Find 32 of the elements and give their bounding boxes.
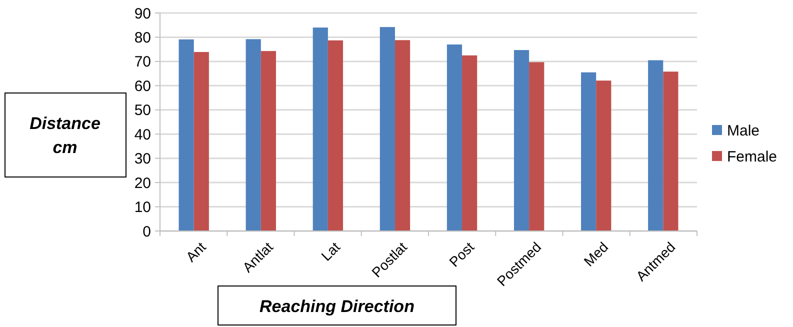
y-tick-label: 70 [134,54,151,71]
y-axis-title: Distance cm [30,114,100,157]
y-tick-label: 40 [134,126,151,144]
bar [260,51,276,231]
bar [328,40,344,231]
y-tick-label: 60 [134,78,151,95]
legend-label: Male [727,122,760,140]
bar [529,62,544,231]
bar [380,27,395,231]
legend-label: Female [727,148,778,166]
bar [514,50,530,231]
bar [178,39,194,231]
bar [663,72,678,231]
bar [312,28,328,231]
bar [394,40,410,231]
bar [648,60,664,231]
y-tick-label: 10 [134,199,151,216]
bar [446,44,462,231]
x-axis-title: Reaching Direction [260,296,414,316]
y-tick-label: 80 [134,29,151,46]
bar [581,72,596,231]
y-tick-label: 30 [134,150,151,168]
bar [462,55,478,231]
y-tick-label: 0 [142,223,151,240]
x-tick-label: Ant [182,238,209,265]
x-tick-label: Lat [318,238,344,264]
y-tick-label: 20 [134,174,151,192]
y-tick-label: 50 [134,102,151,120]
bar [596,80,612,231]
bar [194,52,209,231]
bar [246,39,261,231]
y-tick-label: 90 [134,5,151,22]
